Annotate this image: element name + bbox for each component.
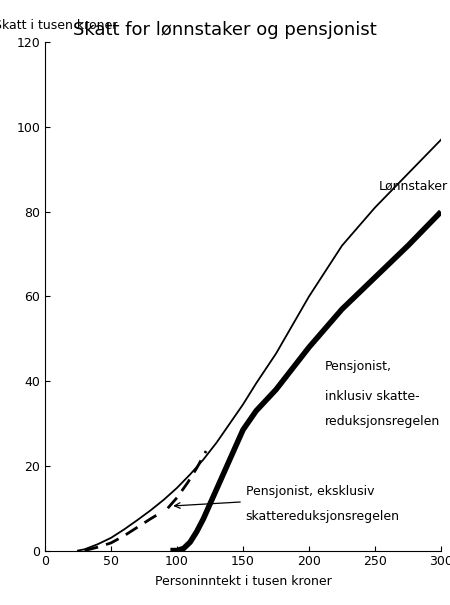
X-axis label: Personinntekt i tusen kroner: Personinntekt i tusen kroner xyxy=(155,575,331,588)
Text: Pensjonist,: Pensjonist, xyxy=(325,360,392,373)
Text: inklusiv skatte-: inklusiv skatte- xyxy=(325,390,419,402)
Text: Pensjonist, eksklusiv: Pensjonist, eksklusiv xyxy=(246,485,374,497)
Text: reduksjonsregelen: reduksjonsregelen xyxy=(325,415,440,428)
Text: Lønnstaker: Lønnstaker xyxy=(379,180,448,193)
Text: Skatt i tusen kroner: Skatt i tusen kroner xyxy=(0,19,117,32)
Text: Skatt for lønnstaker og pensjonist: Skatt for lønnstaker og pensjonist xyxy=(73,21,377,39)
Text: skattereduksjonsregelen: skattereduksjonsregelen xyxy=(246,511,400,523)
